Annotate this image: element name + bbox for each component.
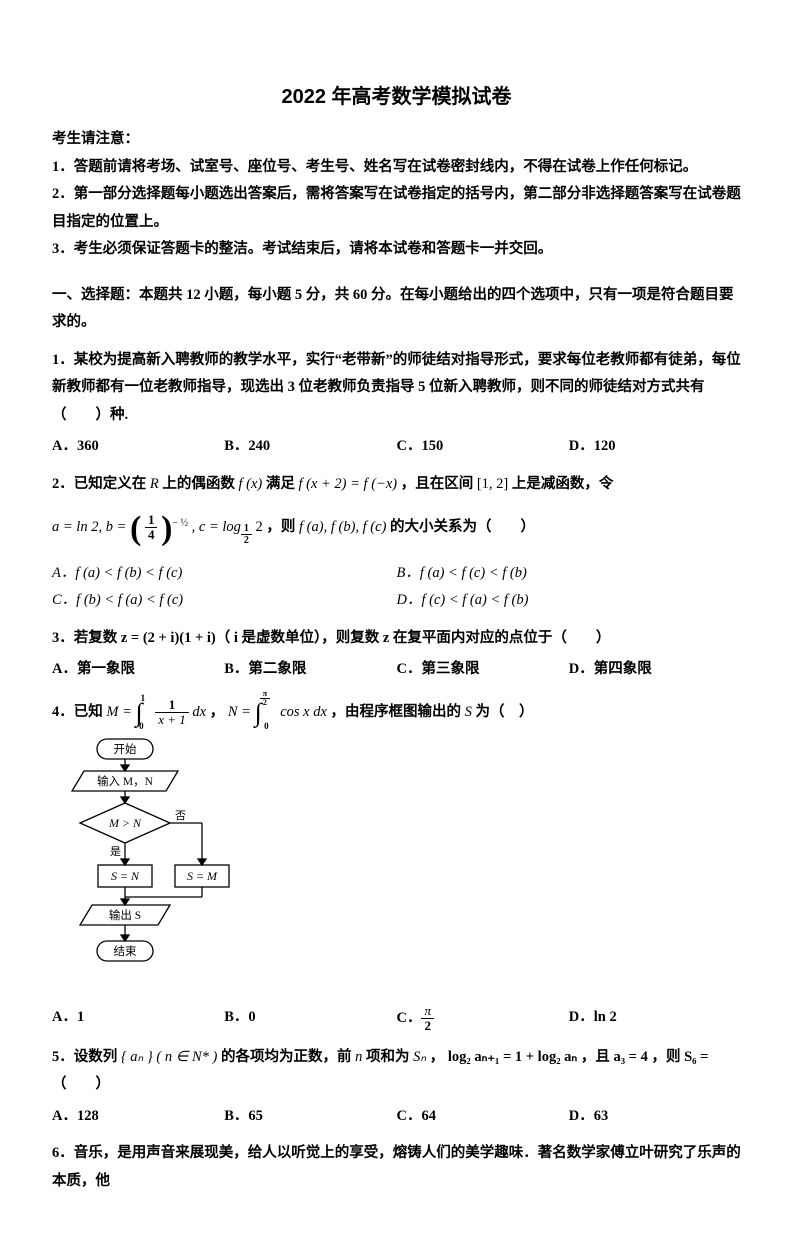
question-5-options: A．128 B．65 C．64 D．63	[52, 1103, 741, 1131]
q4-opt-c-num: π	[421, 1004, 434, 1019]
q2-mid2: 满足	[262, 476, 298, 492]
q4-S: S	[465, 704, 472, 720]
q4-M-den: x + 1	[155, 713, 189, 727]
q4-opt-c: C．π2	[397, 1004, 569, 1034]
q2-exp: − ½	[172, 517, 188, 528]
q2-frac-1-4: 1 4	[145, 513, 158, 543]
q2-frac-num: 1	[145, 513, 158, 528]
q4-opt-a: A．1	[52, 1004, 224, 1034]
question-6: 6．音乐，是用声音来展现美，给人以听觉上的享受，熔铸人们的美学趣味．著名数学家傅…	[52, 1140, 741, 1195]
q4-int1-lower: 0	[139, 721, 144, 731]
q4-int2-upper: π2	[260, 693, 270, 703]
q2-opt-d: D．f (c) < f (a) < f (b)	[397, 592, 529, 608]
flow-cond-label: M > N	[108, 816, 142, 830]
q5-pre: 5．设数列	[52, 1049, 121, 1065]
q3-opt-a: A．第一象限	[52, 656, 224, 684]
q5-mid1: 的各项均为正数，前	[217, 1049, 355, 1065]
flow-output-label: 输出 S	[109, 908, 141, 922]
q4-tail2: 为（ ）	[472, 704, 534, 720]
q3-opt-c: C．第三象限	[397, 656, 569, 684]
flow-right-label: S = M	[187, 869, 218, 883]
q2-c-pre: , c = log	[192, 519, 241, 535]
question-3: 3．若复数 z = (2 + i)(1 + i)（ i 是虚数单位），则复数 z…	[52, 625, 741, 653]
q4-N-integrand: cos x dx	[280, 704, 327, 720]
q2-log-base: 12	[241, 523, 252, 546]
section-1-heading: 一、选择题：本题共 12 小题，每小题 5 分，共 60 分。在每小题给出的四个…	[52, 282, 741, 337]
flowchart-svg: 开始 输入 M，N M > N 是 否 S = N S = M 输出 S 结束	[52, 737, 242, 987]
q2-R: R	[150, 476, 159, 492]
q4-M: M =	[106, 704, 135, 720]
q2-tail: ，则	[266, 519, 299, 535]
flow-input-label: 输入 M，N	[97, 774, 154, 788]
flow-no-label: 否	[175, 810, 186, 822]
q5-opt-b: B．65	[224, 1103, 396, 1131]
q2-fabc: f (a), f (b), f (c)	[299, 519, 386, 535]
q2-mid1: 上的偶函数	[159, 476, 239, 492]
q2-end2: 的大小关系为（ ）	[386, 519, 535, 535]
question-4-options: A．1 B．0 C．π2 D．ln 2	[52, 1004, 741, 1034]
q2-a-b: a = ln 2, b =	[52, 519, 130, 535]
q2-opt-b: B．f (a) < f (c) < f (b)	[397, 565, 527, 581]
q5-opt-a: A．128	[52, 1103, 224, 1131]
q2-pre: 2．已知定义在	[52, 476, 150, 492]
q2-mid3: ，且在区间	[397, 476, 477, 492]
question-2-line1: 2．已知定义在 R 上的偶函数 f (x) 满足 f (x + 2) = f (…	[52, 471, 741, 499]
q2-eq: f (x + 2) = f (−x)	[298, 476, 397, 492]
question-3-options: A．第一象限 B．第二象限 C．第三象限 D．第四象限	[52, 656, 741, 684]
question-1: 1．某校为提高新入聘教师的教学水平，实行“老带新”的师徒结对指导形式，要求每位老…	[52, 347, 741, 430]
q4-opt-c-pre: C．	[397, 1010, 422, 1026]
q4-int2-lower: 0	[264, 721, 269, 731]
q4-flowchart: 开始 输入 M，N M > N 是 否 S = N S = M 输出 S 结束	[52, 737, 741, 998]
notice-heading: 考生请注意：	[52, 126, 741, 154]
question-2-line2: a = ln 2, b = ( 1 4 )− ½ , c = log12 2 ，…	[52, 513, 741, 546]
q5-Sn: Sₙ	[413, 1049, 426, 1065]
q3-opt-b: B．第二象限	[224, 656, 396, 684]
q5-opt-c: C．64	[397, 1103, 569, 1131]
flow-left-label: S = N	[111, 869, 140, 883]
q3-text: 3．若复数 z = (2 + i)(1 + i)（ i 是虚数单位），则复数 z…	[52, 630, 610, 646]
q1-opt-c: C．150	[397, 433, 569, 461]
q4-int2-upper-den: 2	[260, 699, 270, 708]
flow-start-label: 开始	[114, 742, 137, 756]
q2-logbase-num: 1	[241, 523, 252, 534]
q5-mid2: 项和为	[362, 1049, 413, 1065]
q2-rparen: )	[161, 510, 172, 547]
q2-frac-den: 4	[145, 528, 158, 542]
q2-lparen: (	[130, 510, 141, 547]
q1-opt-a: A．360	[52, 433, 224, 461]
q4-M-dx: dx	[192, 704, 206, 720]
q5-opt-d: D．63	[569, 1103, 741, 1131]
q2-interval: [1, 2]	[477, 476, 508, 492]
q1-opt-b: B．240	[224, 433, 396, 461]
q4-mid: ，	[210, 704, 228, 720]
q4-int1-upper: 1	[141, 693, 146, 703]
question-5: 5．设数列 { aₙ } ( n ∈ N* ) 的各项均为正数，前 n 项和为 …	[52, 1044, 741, 1099]
flow-yes-label: 是	[110, 845, 121, 858]
notice-item-3: 3．考生必须保证答题卡的整洁。考试结束后，请将本试卷和答题卡一并交回。	[52, 236, 741, 264]
q4-M-frac: 1 x + 1	[155, 698, 189, 728]
q4-N: N =	[228, 704, 255, 720]
question-1-options: A．360 B．240 C．150 D．120	[52, 433, 741, 461]
q4-tail: ，由程序框图输出的	[331, 704, 465, 720]
q4-M-num: 1	[155, 698, 189, 713]
q2-fx: f (x)	[238, 476, 262, 492]
q2-log-arg: 2	[252, 519, 263, 535]
q4-pre: 4．已知	[52, 704, 106, 720]
q2-logbase-den: 2	[241, 534, 252, 546]
q4-opt-b: B．0	[224, 1004, 396, 1034]
question-2-options: A．f (a) < f (b) < f (c) B．f (a) < f (c) …	[52, 560, 741, 615]
flow-end-label: 结束	[114, 945, 137, 958]
notice-item-1: 1．答题前请将考场、试室号、座位号、考生号、姓名写在试卷密封线内，不得在试卷上作…	[52, 154, 741, 182]
question-4: 4．已知 M = ∫10 1 x + 1 dx ， N = ∫π20 cos x…	[52, 698, 741, 728]
q4-opt-c-den: 2	[421, 1019, 434, 1033]
notice-item-2: 2．第一部分选择题每小题选出答案后，需将答案写在试卷指定的括号内，第二部分非选择…	[52, 181, 741, 236]
q2-opt-c: C．f (b) < f (a) < f (c)	[52, 592, 183, 608]
q2-opt-a: A．f (a) < f (b) < f (c)	[52, 565, 182, 581]
page-title: 2022 年高考数学模拟试卷	[52, 78, 741, 116]
q2-end: 上是减函数，令	[508, 476, 613, 492]
q5-seq: { aₙ } ( n ∈ N* )	[121, 1049, 217, 1065]
q3-opt-d: D．第四象限	[569, 656, 741, 684]
q4-opt-d: D．ln 2	[569, 1004, 741, 1034]
q1-opt-d: D．120	[569, 433, 741, 461]
